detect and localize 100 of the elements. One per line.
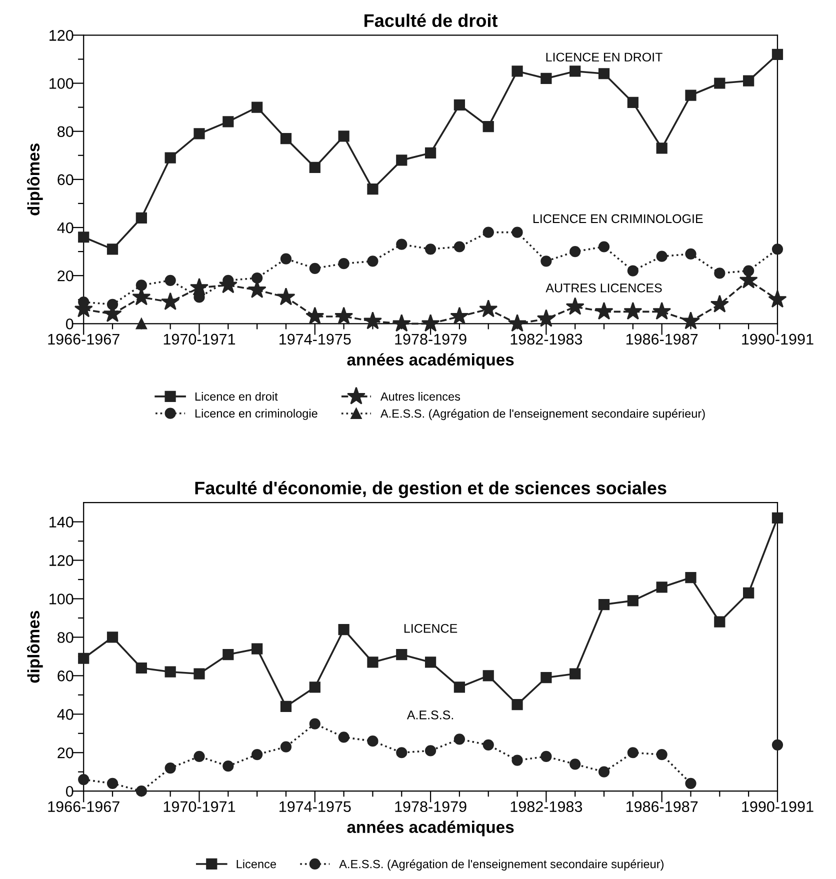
point (598, 241, 610, 252)
x-tick-label: 1974-1975 (280, 334, 351, 345)
point (512, 698, 523, 710)
point (194, 750, 205, 762)
point (570, 668, 581, 680)
point (482, 739, 494, 750)
legend-label: A.E.S.S. (Agrégation de l'enseignement secondaire supérieur) (380, 408, 705, 420)
point (222, 760, 234, 772)
y-axis-title: diplômes (26, 144, 43, 216)
point (309, 682, 320, 693)
point (252, 102, 263, 113)
point (512, 226, 523, 238)
annotation: LICENCE EN CRIMINOLOGIE (533, 214, 703, 224)
point (454, 241, 466, 252)
point (78, 232, 90, 243)
point (714, 616, 726, 628)
point (194, 668, 205, 680)
point (363, 312, 382, 330)
x-tick-label: 1978-1979 (395, 801, 466, 812)
point (424, 244, 436, 255)
x-tick-label: 1966-1967 (48, 334, 120, 345)
point (454, 99, 466, 110)
point (598, 598, 610, 610)
point (194, 128, 205, 140)
point (540, 750, 552, 762)
point (164, 666, 176, 678)
point (652, 302, 672, 320)
point (714, 78, 726, 89)
point (252, 748, 263, 760)
point (106, 778, 118, 789)
point (685, 778, 696, 789)
point (136, 662, 147, 674)
point (512, 66, 523, 77)
point (309, 718, 320, 730)
point (681, 312, 700, 330)
y-tick-label: 120 (50, 30, 74, 41)
point (106, 298, 118, 310)
point (685, 248, 696, 260)
point (570, 758, 581, 770)
point (570, 66, 581, 77)
point (334, 306, 354, 324)
point (276, 288, 296, 306)
point (450, 306, 469, 324)
y-tick-label: 60 (58, 670, 74, 682)
point (627, 595, 638, 606)
y-tick-label: 120 (50, 555, 74, 566)
chart-title: Faculté de droit (364, 14, 498, 28)
y-tick-label: 100 (50, 78, 74, 89)
point (482, 670, 494, 682)
annotation: LICENCE (404, 624, 458, 633)
point (252, 272, 263, 284)
point (598, 766, 610, 778)
y-tick-label: 100 (50, 594, 74, 604)
annotation: A.E.S.S. (406, 710, 454, 720)
point (536, 309, 556, 327)
point (627, 96, 638, 108)
point (367, 656, 378, 668)
point (772, 244, 784, 255)
point (627, 747, 638, 758)
point (570, 246, 581, 258)
point (280, 741, 292, 752)
point (768, 290, 787, 308)
y-tick-label: 20 (58, 270, 74, 282)
point (710, 294, 729, 312)
point (161, 292, 180, 310)
point (772, 48, 784, 60)
point (396, 648, 408, 660)
point (656, 142, 668, 154)
point (396, 747, 408, 758)
x-tick-label: 1970-1971 (164, 334, 236, 345)
point (338, 130, 350, 142)
point (136, 280, 147, 291)
point (656, 250, 668, 262)
point (743, 587, 754, 599)
x-tick-label: 1966-1967 (48, 801, 120, 812)
point (338, 258, 350, 270)
point (714, 268, 726, 279)
legend-label: A.E.S.S. (Agrégation de l'enseignement secondaire supérieur) (339, 859, 664, 871)
point (222, 648, 234, 660)
point (482, 226, 494, 238)
point (627, 265, 638, 276)
point (424, 656, 436, 668)
y-tick-label: 140 (50, 516, 74, 528)
point (338, 624, 350, 636)
point (424, 745, 436, 756)
point (280, 700, 292, 712)
point (136, 786, 147, 797)
x-tick-label: 1990-1991 (742, 334, 814, 345)
point (222, 116, 234, 128)
point (136, 318, 147, 330)
point (624, 302, 642, 320)
point (772, 512, 784, 524)
x-axis-title: années académiques (347, 820, 514, 836)
legend-label: Licence en criminologie (195, 408, 318, 420)
point (338, 732, 350, 743)
point (280, 132, 292, 144)
point (164, 152, 176, 164)
point (540, 672, 552, 684)
x-axis-title: années académiques (347, 353, 514, 369)
point (566, 297, 584, 315)
